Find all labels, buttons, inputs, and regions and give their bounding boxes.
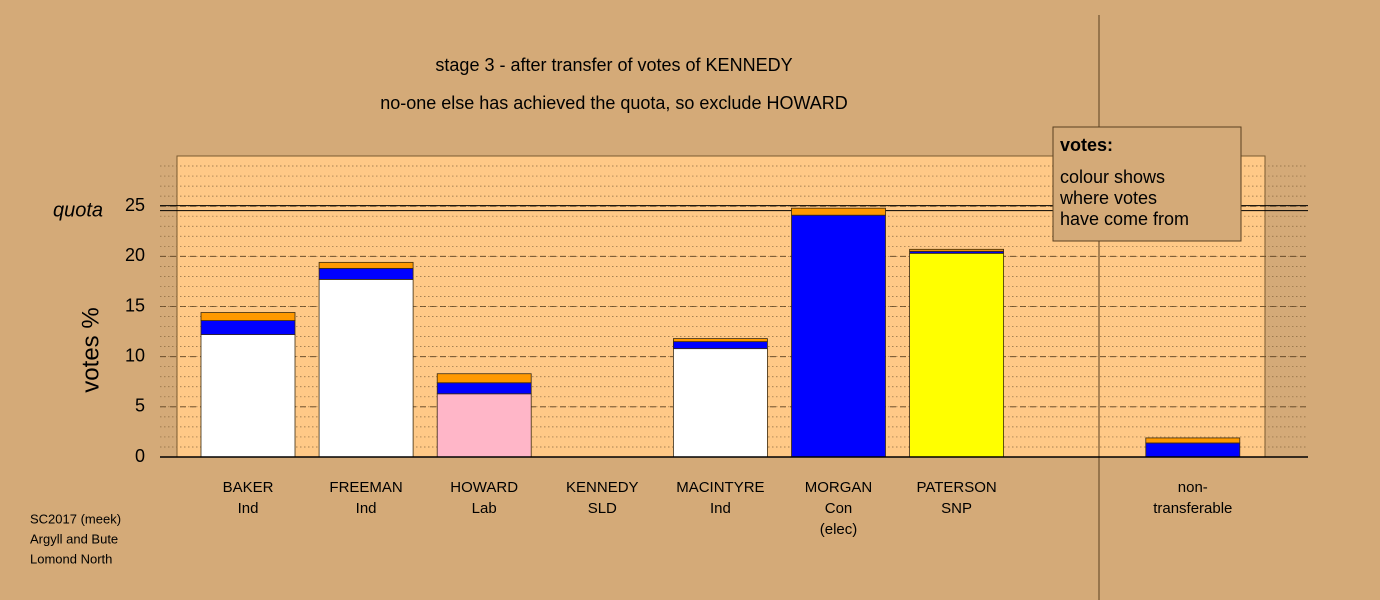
bar-segment <box>318 261 414 269</box>
chart-title: stage 3 - after transfer of votes of KEN… <box>435 55 792 75</box>
bar-segment <box>200 334 296 458</box>
bar-segment <box>436 373 532 384</box>
x-tick-label: PATERSON <box>916 479 996 496</box>
x-tick-label: MACINTYRE <box>676 479 764 496</box>
y-tick-label: 15 <box>125 295 145 315</box>
x-tick-label: Lab <box>472 500 497 517</box>
quota-label: quota <box>53 199 103 221</box>
footer-line: Argyll and Bute <box>30 531 118 546</box>
x-tick-label: (elec) <box>820 521 858 538</box>
bar-segment <box>318 279 414 458</box>
x-tick-label: HOWARD <box>450 479 518 496</box>
bars <box>200 207 1241 458</box>
bar-segment <box>673 348 768 458</box>
bar-segment <box>909 252 1004 458</box>
y-tick-label: 10 <box>125 345 145 365</box>
bar-segment <box>791 214 886 458</box>
y-tick-label: 0 <box>135 446 145 466</box>
bar-segment <box>909 248 1004 252</box>
bar-segment <box>436 382 532 395</box>
x-tick-label: non- <box>1178 479 1208 496</box>
footer-line: SC2017 (meek) <box>30 511 121 526</box>
bar-segment <box>200 312 296 321</box>
x-tick-label: transferable <box>1153 500 1232 517</box>
note-line: colour shows <box>1060 167 1165 187</box>
y-tick-label: 25 <box>125 195 145 215</box>
footer-line: Lomond North <box>30 551 112 566</box>
note-title: votes: <box>1060 135 1113 155</box>
note-line: where votes <box>1059 188 1157 208</box>
x-tick-label: Con <box>825 500 853 517</box>
bar-segment <box>1145 437 1241 444</box>
x-tick-label: Ind <box>238 500 259 517</box>
chart-subtitle: no-one else has achieved the quota, so e… <box>380 93 848 113</box>
x-tick-label: FREEMAN <box>329 479 402 496</box>
bar-segment <box>673 341 768 350</box>
bar-segment <box>200 320 296 335</box>
y-axis-label: votes % <box>77 307 104 392</box>
y-tick-label: 5 <box>135 396 145 416</box>
x-tick-label: KENNEDY <box>566 479 639 496</box>
x-tick-label: MORGAN <box>805 479 873 496</box>
bar-segment <box>318 267 414 280</box>
bar-segment <box>436 393 532 458</box>
bar-segment <box>673 338 768 343</box>
y-tick-label: 20 <box>125 245 145 265</box>
note-line: have come from <box>1060 209 1189 229</box>
x-tick-label: BAKER <box>223 479 274 496</box>
x-tick-label: Ind <box>356 500 377 517</box>
note-box <box>1052 126 1242 242</box>
x-tick-label: SNP <box>941 500 972 517</box>
bar-segment <box>1145 442 1241 458</box>
x-tick-label: SLD <box>588 500 617 517</box>
x-tick-label: Ind <box>710 500 731 517</box>
bar-segment <box>791 207 886 216</box>
